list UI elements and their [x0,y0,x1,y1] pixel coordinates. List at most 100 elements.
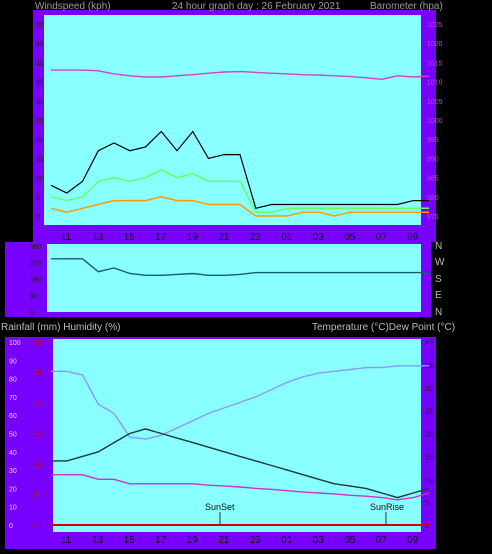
dir-y-tick-360: 360 [30,244,42,251]
wind-y-tick-20: 20 [36,137,44,144]
temp-y-tick-15: 15 [425,454,433,461]
temp-dew-axis-label: Temperature (°C)Dew Point (°C) [312,322,455,333]
hum-y-tick-100: 100 [9,340,21,347]
x-tick-bot-05: 05 [344,535,356,546]
x-tick-top-01: 01 [281,232,293,243]
dir-y-tick-90: 90 [30,294,38,301]
hum-y-tick-90: 90 [9,358,17,365]
series-humidity [51,365,429,440]
baro-y-tick-1005: 1005 [427,99,443,106]
dir-label-e: E [435,290,442,301]
temp-y-tick-0: 0 [425,523,429,530]
wind-y-tick-25: 25 [36,118,44,125]
x-tick-top-15: 15 [124,232,136,243]
x-tick-top-07: 07 [376,232,388,243]
windspeed-axis-label: Windspeed (kph) [35,1,111,12]
wind-y-tick-10: 10 [36,176,44,183]
rain-y-tick-0: 0 [34,523,38,530]
rain-y-tick-10: 10 [34,462,42,469]
baro-y-tick-1010: 1010 [427,80,443,87]
hum-y-tick-10: 10 [9,505,17,512]
temp-y-tick-5: 5 [425,500,429,507]
dir-label-s: S [435,274,442,285]
barometer-axis-label: Barometer (hpa) [370,1,443,12]
baro-y-tick-1025: 1025 [427,22,443,29]
dir-y-tick-270: 270 [30,261,42,268]
series-barometer [51,69,430,81]
x-tick-top-19: 19 [187,232,199,243]
rain-y-tick-5: 5 [34,493,38,500]
series-direction [51,258,429,276]
baro-y-tick-980: 980 [427,195,439,202]
rain-y-tick-20: 20 [34,401,42,408]
x-tick-top-05: 05 [344,232,356,243]
direction-panel [47,244,421,312]
dir-label-n2: N [435,307,442,318]
rain-y-tick-15: 15 [34,432,42,439]
wind-y-tick-5: 5 [36,195,40,202]
rain-y-tick-30: 30 [34,340,42,347]
dir-label-w: W [435,257,445,268]
temp-y-tick-25: 25 [425,409,433,416]
x-tick-top-13: 13 [92,232,104,243]
series-wind_avg [50,169,429,213]
wind-y-tick-40: 40 [36,60,44,67]
baro-y-tick-985: 985 [427,176,439,183]
top-panel [44,15,421,225]
x-tick-bot-07: 07 [376,535,388,546]
hum-y-tick-70: 70 [9,395,17,402]
hum-y-tick-30: 30 [9,468,17,475]
x-tick-top-03: 03 [313,232,325,243]
hum-y-tick-80: 80 [9,377,17,384]
series-temperature [51,428,430,499]
x-tick-top-09: 09 [407,232,419,243]
x-tick-top-17: 17 [155,232,167,243]
sunset-label: SunSet [205,502,235,512]
wind-y-tick-15: 15 [36,156,44,163]
hum-y-tick-40: 40 [9,450,17,457]
series-dewpoint [51,474,430,501]
x-tick-bot-15: 15 [124,535,136,546]
rain-humidity-axis-label: Rainfall (mm) Humidity (%) [1,322,120,333]
baro-y-tick-975: 975 [427,214,439,221]
temp-y-tick-10: 10 [425,477,433,484]
baro-y-tick-1015: 1015 [427,60,443,67]
series-gust [50,130,429,210]
dir-y-tick-0: 0 [30,310,34,317]
x-tick-bot-13: 13 [92,535,104,546]
temp-y-tick-40: 40 [425,340,433,347]
graph-title: 24 hour graph day : 26 February 2021 [172,1,341,12]
baro-y-tick-1000: 1000 [427,118,443,125]
x-tick-top-11: 11 [61,232,72,243]
temp-y-tick-30: 30 [425,386,433,393]
wind-y-tick-35: 35 [36,80,44,87]
x-tick-bot-17: 17 [155,535,167,546]
x-tick-bot-23: 23 [250,535,262,546]
x-tick-bot-11: 11 [61,535,72,546]
temp-y-tick-20: 20 [425,432,433,439]
wind-y-tick-0: 0 [36,214,40,221]
x-tick-top-21: 21 [218,232,230,243]
baro-y-tick-1020: 1020 [427,41,443,48]
baro-y-tick-995: 995 [427,137,439,144]
x-tick-bot-03: 03 [313,535,325,546]
x-tick-bot-19: 19 [187,535,199,546]
wind-y-tick-50: 50 [36,22,44,29]
baro-y-tick-990: 990 [427,156,439,163]
hum-y-tick-50: 50 [9,432,17,439]
wind-y-tick-45: 45 [36,41,44,48]
rain-y-tick-25: 25 [34,371,42,378]
wind-y-tick-30: 30 [36,99,44,106]
bottom-panel [53,339,421,532]
x-tick-bot-21: 21 [218,535,230,546]
hum-y-tick-60: 60 [9,413,17,420]
x-tick-bot-09: 09 [407,535,419,546]
hum-y-tick-20: 20 [9,486,17,493]
x-tick-bot-01: 01 [281,535,293,546]
dir-label-n1: N [435,241,442,252]
x-tick-top-23: 23 [250,232,262,243]
dir-y-tick-180: 180 [30,277,42,284]
series-wind_min [50,196,429,217]
